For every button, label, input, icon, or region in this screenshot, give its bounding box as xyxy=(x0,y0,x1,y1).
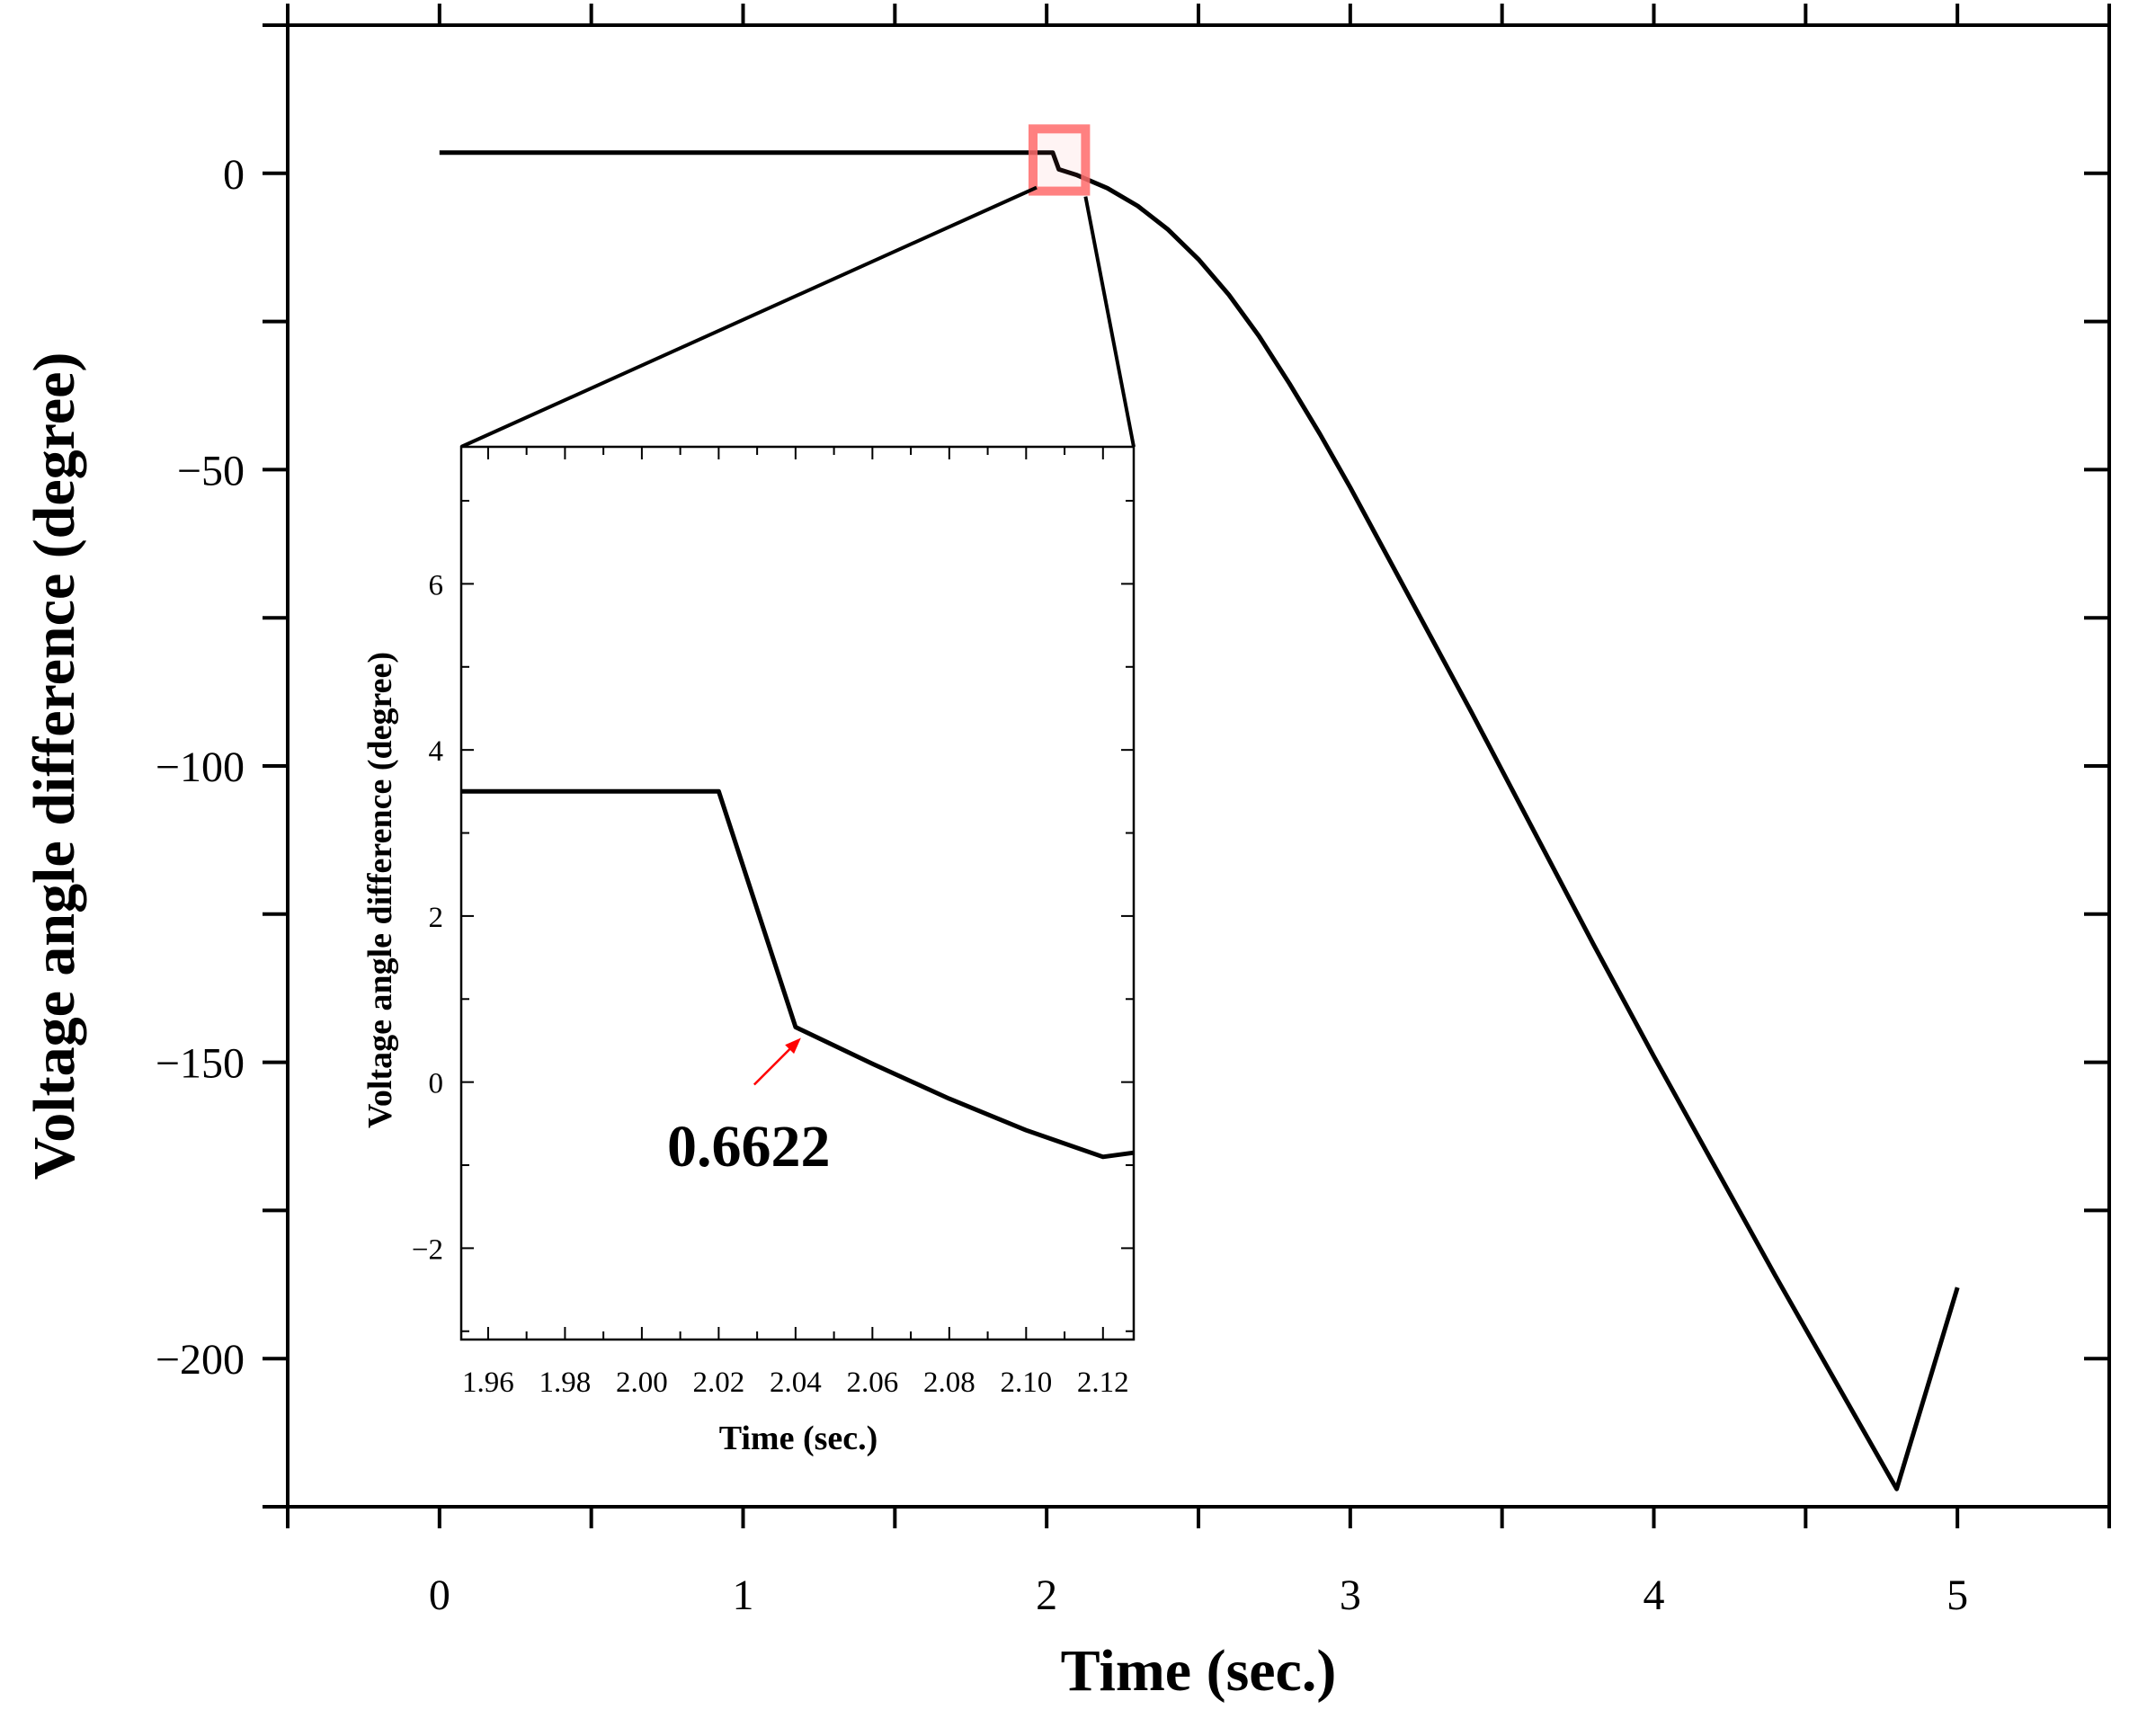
main-x-tick-label: 3 xyxy=(1340,1571,1361,1619)
main-tick-labels: 0 1 2 3 4 5 0 −50 −100 −150 −200 xyxy=(156,151,1968,1619)
inset-plot-frame xyxy=(459,445,1136,1341)
inset-y-tick-label: 0 xyxy=(429,1068,444,1100)
inset-y-axis-title: Voltage angle difference (degree) xyxy=(361,652,399,1128)
main-x-tick-label: 0 xyxy=(429,1571,450,1619)
inset-x-tick-label: 2.06 xyxy=(846,1367,898,1399)
main-y-tick-label: −100 xyxy=(156,743,245,791)
main-series-line xyxy=(439,150,1960,1491)
main-y-tick-label: −200 xyxy=(156,1336,245,1384)
annotation-arrow xyxy=(753,1044,795,1086)
annotation-value: 0.6622 xyxy=(667,1114,831,1180)
main-x-tick-label: 1 xyxy=(733,1571,754,1619)
inset-x-tick-label: 1.96 xyxy=(462,1367,514,1399)
main-y-tick-label: −150 xyxy=(156,1040,245,1088)
main-chart: 0 1 2 3 4 5 0 −50 −100 −150 −200 Time (sec.) Volta… xyxy=(22,4,2111,1704)
inset-x-tick-label: 2.00 xyxy=(616,1367,668,1399)
inset-x-tick-label: 2.04 xyxy=(770,1367,822,1399)
inset-y-tick-label: 2 xyxy=(429,902,444,934)
main-x-tick-label: 2 xyxy=(1036,1571,1057,1619)
zoom-connector-left xyxy=(460,185,1038,449)
annotation-arrowhead xyxy=(785,1037,801,1055)
inset-background xyxy=(461,447,1134,1340)
main-ticks xyxy=(263,4,2111,1528)
inset-ticks xyxy=(461,447,1134,1340)
inset-y-tick-label: 4 xyxy=(429,735,444,768)
inset-y-tick-label: −2 xyxy=(412,1233,443,1266)
main-y-tick-label: −50 xyxy=(177,447,245,494)
inset-series-line xyxy=(461,788,1135,1160)
main-y-axis-title: Voltage angle difference (degree) xyxy=(22,352,87,1180)
main-y-tick-label: 0 xyxy=(223,151,245,199)
inset-x-tick-label: 1.98 xyxy=(539,1367,592,1399)
inset-x-axis-title: Time (sec.) xyxy=(719,1420,878,1457)
inset-tick-labels: 1.96 1.98 2.00 2.02 2.04 2.06 2.08 2.10 2.12 −2 0 2… xyxy=(412,569,1129,1399)
inset-x-tick-label: 2.12 xyxy=(1077,1367,1129,1399)
inset-x-tick-label: 2.08 xyxy=(923,1367,975,1399)
zoom-connector-right xyxy=(1083,196,1136,448)
main-x-axis-title: Time (sec.) xyxy=(1061,1638,1337,1704)
zoom-indicator xyxy=(460,124,1136,449)
zoom-box xyxy=(1028,124,1091,196)
inset-y-tick-label: 6 xyxy=(429,569,444,601)
main-x-tick-label: 4 xyxy=(1644,1571,1665,1619)
main-x-tick-label: 5 xyxy=(1946,1571,1968,1619)
inset-chart: 1.96 1.98 2.00 2.02 2.04 2.06 2.08 2.10 2.12 −2 0 2… xyxy=(361,445,1136,1457)
inset-x-tick-label: 2.10 xyxy=(1000,1367,1052,1399)
inset-x-tick-label: 2.02 xyxy=(693,1367,745,1399)
